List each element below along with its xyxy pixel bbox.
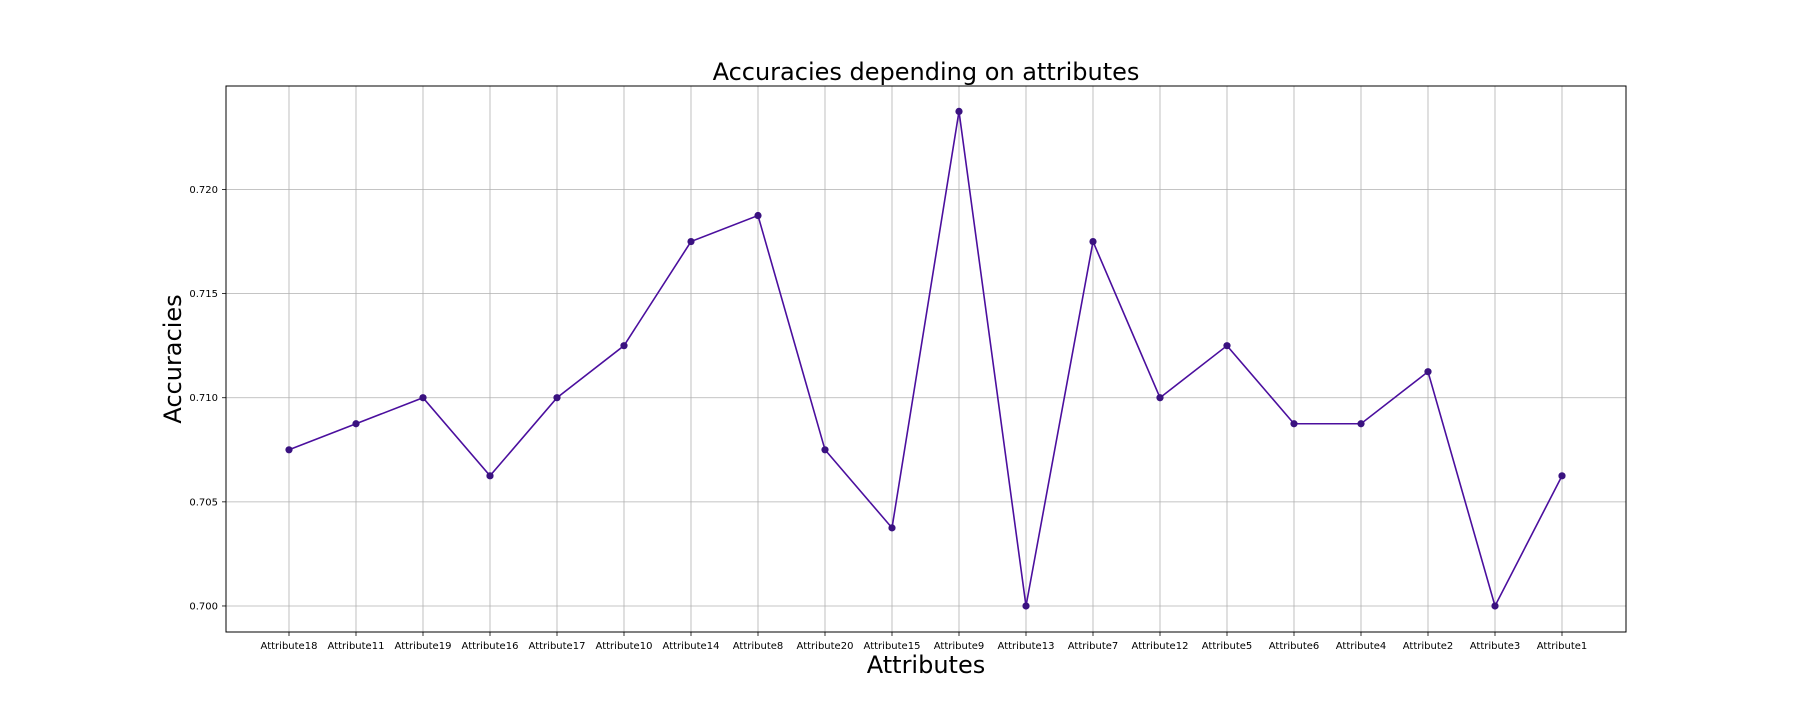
- x-tick-label: Attribute11: [328, 641, 385, 652]
- x-tick-label: Attribute2: [1403, 641, 1454, 652]
- x-tick-label: Attribute10: [596, 641, 653, 652]
- x-tick-label: Attribute14: [663, 641, 720, 652]
- x-tick-label: Attribute13: [998, 641, 1055, 652]
- x-tick-label: Attribute16: [462, 641, 519, 652]
- data-point: [1424, 368, 1432, 376]
- data-point: [1156, 394, 1164, 402]
- data-point: [754, 211, 762, 220]
- data-point: [888, 524, 896, 532]
- x-tick-label: Attribute15: [864, 641, 921, 652]
- data-point: [955, 107, 963, 116]
- data-point: [1491, 602, 1499, 610]
- x-tick-label: Attribute4: [1336, 641, 1387, 652]
- plot-frame: [225, 85, 1627, 633]
- y-tick-label: 0.700: [189, 601, 218, 612]
- y-tick-label: 0.720: [189, 185, 218, 196]
- chart-title: Accuracies depending on attributes: [713, 58, 1140, 86]
- x-tick-label: Attribute1: [1537, 641, 1588, 652]
- data-point: [1223, 342, 1231, 350]
- x-tick-label: Attribute9: [934, 641, 985, 652]
- series-accuracies: [285, 107, 1566, 610]
- x-tick-label: Attribute20: [797, 641, 854, 652]
- data-point: [285, 446, 293, 454]
- data-point: [352, 420, 360, 428]
- y-tick-label: 0.705: [189, 497, 218, 508]
- data-point: [1357, 420, 1365, 428]
- x-tick-label: Attribute8: [733, 641, 784, 652]
- data-point: [821, 446, 829, 454]
- x-tick-label: Attribute12: [1132, 641, 1189, 652]
- grid-layer: [226, 86, 1626, 632]
- data-point: [553, 394, 561, 402]
- data-point: [486, 472, 494, 480]
- x-tick-label: Attribute3: [1470, 641, 1521, 652]
- x-tick-label: Attribute6: [1269, 641, 1320, 652]
- y-tick-label: 0.710: [189, 393, 218, 404]
- x-tick-label: Attribute18: [261, 641, 318, 652]
- x-tick-label: Attribute7: [1068, 641, 1119, 652]
- x-tick-label: Attribute17: [529, 641, 586, 652]
- data-point: [687, 237, 695, 246]
- x-axis-ticks: Attribute18 Attribute11 Attribute19 Attribu…: [261, 632, 1588, 652]
- data-point: [419, 394, 427, 402]
- y-axis-ticks: 0.700 0.705 0.710 0.715 0.720: [189, 185, 226, 612]
- data-point: [1089, 237, 1097, 246]
- data-point: [1558, 472, 1566, 480]
- data-point: [1290, 420, 1298, 428]
- y-axis-label: Accuracies: [159, 294, 187, 423]
- x-tick-label: Attribute19: [395, 641, 452, 652]
- data-point: [1022, 602, 1030, 610]
- x-tick-label: Attribute5: [1202, 641, 1253, 652]
- series-line: [288, 111, 1563, 609]
- y-tick-label: 0.715: [189, 289, 218, 300]
- x-axis-label: Attributes: [867, 651, 985, 679]
- data-point: [620, 342, 628, 350]
